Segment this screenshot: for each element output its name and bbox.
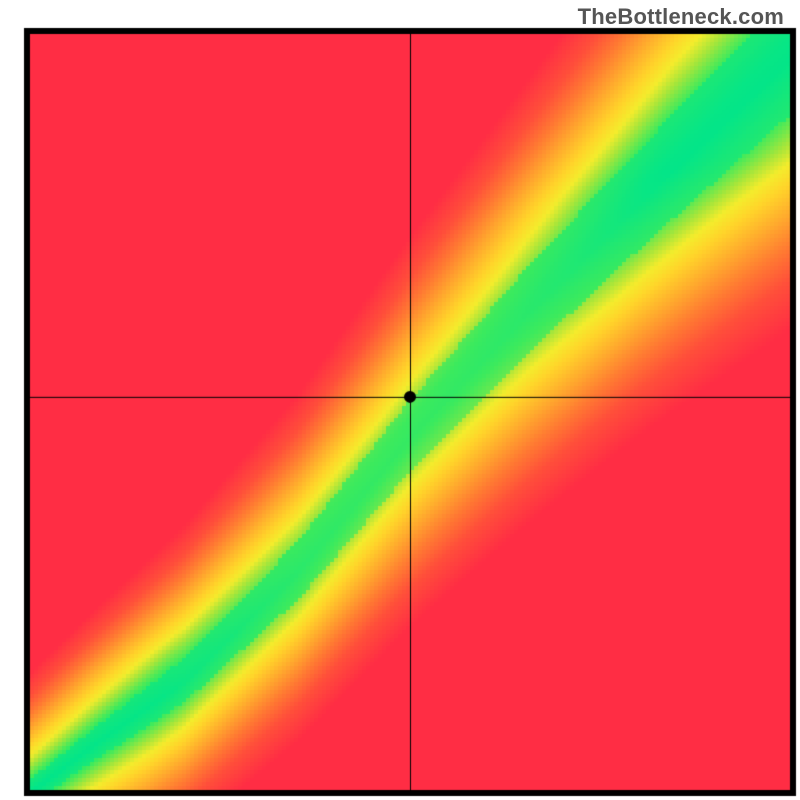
chart-container: TheBottleneck.com <box>0 0 800 800</box>
heatmap-canvas <box>0 0 800 800</box>
watermark-text: TheBottleneck.com <box>578 4 784 30</box>
